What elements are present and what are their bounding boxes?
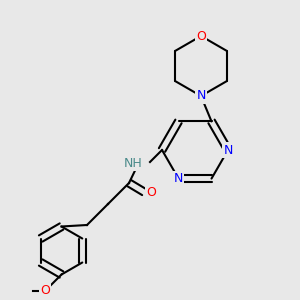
Text: NH: NH — [124, 157, 142, 170]
Text: O: O — [40, 284, 50, 298]
Text: O: O — [147, 185, 156, 199]
Text: N: N — [174, 172, 183, 185]
Text: N: N — [196, 89, 206, 103]
Text: N: N — [223, 143, 233, 157]
Text: O: O — [196, 29, 206, 43]
